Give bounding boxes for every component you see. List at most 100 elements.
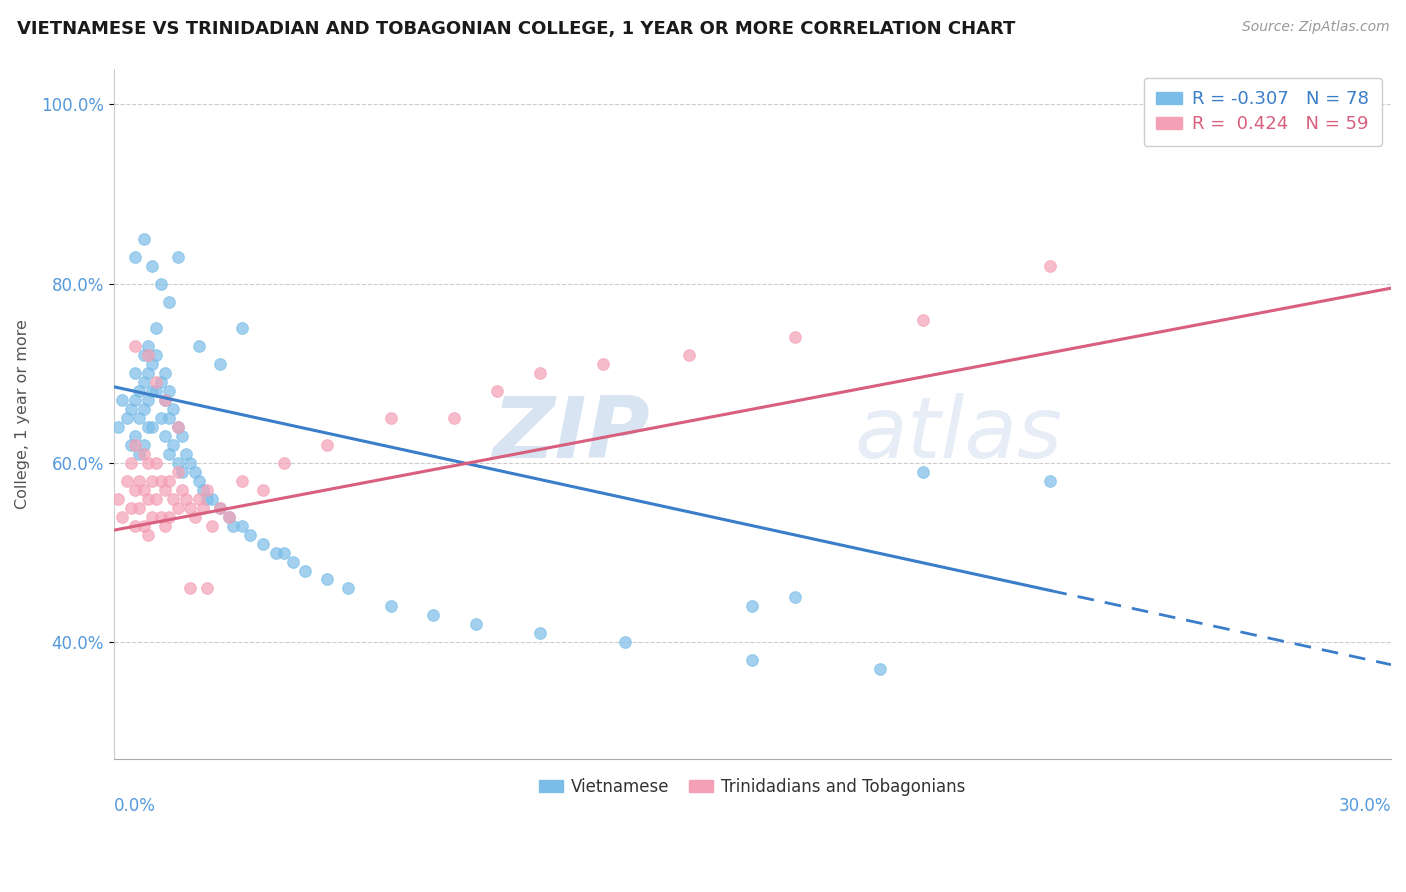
Point — [170, 429, 193, 443]
Legend: Vietnamese, Trinidadians and Tobagonians: Vietnamese, Trinidadians and Tobagonians — [533, 771, 972, 802]
Point — [124, 367, 146, 381]
Point — [273, 546, 295, 560]
Text: VIETNAMESE VS TRINIDADIAN AND TOBAGONIAN COLLEGE, 1 YEAR OR MORE CORRELATION CHA: VIETNAMESE VS TRINIDADIAN AND TOBAGONIAN… — [17, 20, 1015, 37]
Point — [141, 259, 163, 273]
Point — [124, 393, 146, 408]
Point — [136, 348, 159, 362]
Point — [170, 465, 193, 479]
Point — [128, 384, 150, 399]
Point — [132, 376, 155, 390]
Point — [162, 402, 184, 417]
Point — [128, 411, 150, 425]
Point — [162, 491, 184, 506]
Point — [193, 500, 215, 515]
Point — [252, 483, 274, 497]
Point — [166, 500, 188, 515]
Point — [783, 591, 806, 605]
Point — [188, 339, 211, 353]
Point — [145, 384, 167, 399]
Point — [153, 393, 176, 408]
Point — [166, 465, 188, 479]
Point — [141, 474, 163, 488]
Point — [124, 483, 146, 497]
Point — [197, 483, 219, 497]
Point — [174, 447, 197, 461]
Point — [128, 474, 150, 488]
Point — [153, 518, 176, 533]
Point — [166, 420, 188, 434]
Point — [136, 491, 159, 506]
Y-axis label: College, 1 year or more: College, 1 year or more — [15, 318, 30, 508]
Point — [294, 564, 316, 578]
Point — [132, 518, 155, 533]
Point — [179, 500, 201, 515]
Point — [197, 491, 219, 506]
Point — [741, 653, 763, 667]
Point — [157, 474, 180, 488]
Point — [380, 599, 402, 614]
Point — [141, 357, 163, 371]
Point — [264, 546, 287, 560]
Point — [157, 411, 180, 425]
Point — [222, 518, 245, 533]
Point — [201, 518, 224, 533]
Point — [166, 420, 188, 434]
Point — [153, 367, 176, 381]
Point — [132, 232, 155, 246]
Point — [239, 527, 262, 541]
Point — [153, 393, 176, 408]
Point — [231, 518, 253, 533]
Point — [485, 384, 508, 399]
Point — [107, 420, 129, 434]
Point — [136, 527, 159, 541]
Point — [111, 509, 134, 524]
Point — [252, 536, 274, 550]
Point — [281, 555, 304, 569]
Point — [231, 474, 253, 488]
Point — [179, 456, 201, 470]
Point — [136, 456, 159, 470]
Point — [741, 599, 763, 614]
Point — [1039, 474, 1062, 488]
Point — [209, 357, 232, 371]
Point — [209, 500, 232, 515]
Point — [174, 491, 197, 506]
Point — [188, 491, 211, 506]
Point — [132, 348, 155, 362]
Point — [179, 582, 201, 596]
Point — [783, 330, 806, 344]
Point — [132, 447, 155, 461]
Point — [529, 367, 551, 381]
Point — [422, 608, 444, 623]
Point — [157, 447, 180, 461]
Point — [166, 250, 188, 264]
Point — [157, 294, 180, 309]
Point — [218, 509, 240, 524]
Point — [124, 250, 146, 264]
Point — [315, 573, 337, 587]
Point — [153, 483, 176, 497]
Point — [145, 491, 167, 506]
Point — [188, 474, 211, 488]
Point — [141, 384, 163, 399]
Point — [231, 321, 253, 335]
Point — [132, 438, 155, 452]
Point — [145, 376, 167, 390]
Point — [111, 393, 134, 408]
Point — [201, 491, 224, 506]
Point — [132, 402, 155, 417]
Point — [464, 617, 486, 632]
Point — [336, 582, 359, 596]
Point — [529, 626, 551, 640]
Point — [209, 500, 232, 515]
Point — [141, 509, 163, 524]
Point — [218, 509, 240, 524]
Point — [149, 509, 172, 524]
Point — [153, 429, 176, 443]
Point — [273, 456, 295, 470]
Point — [162, 438, 184, 452]
Point — [120, 456, 142, 470]
Point — [592, 357, 614, 371]
Point — [107, 491, 129, 506]
Point — [128, 447, 150, 461]
